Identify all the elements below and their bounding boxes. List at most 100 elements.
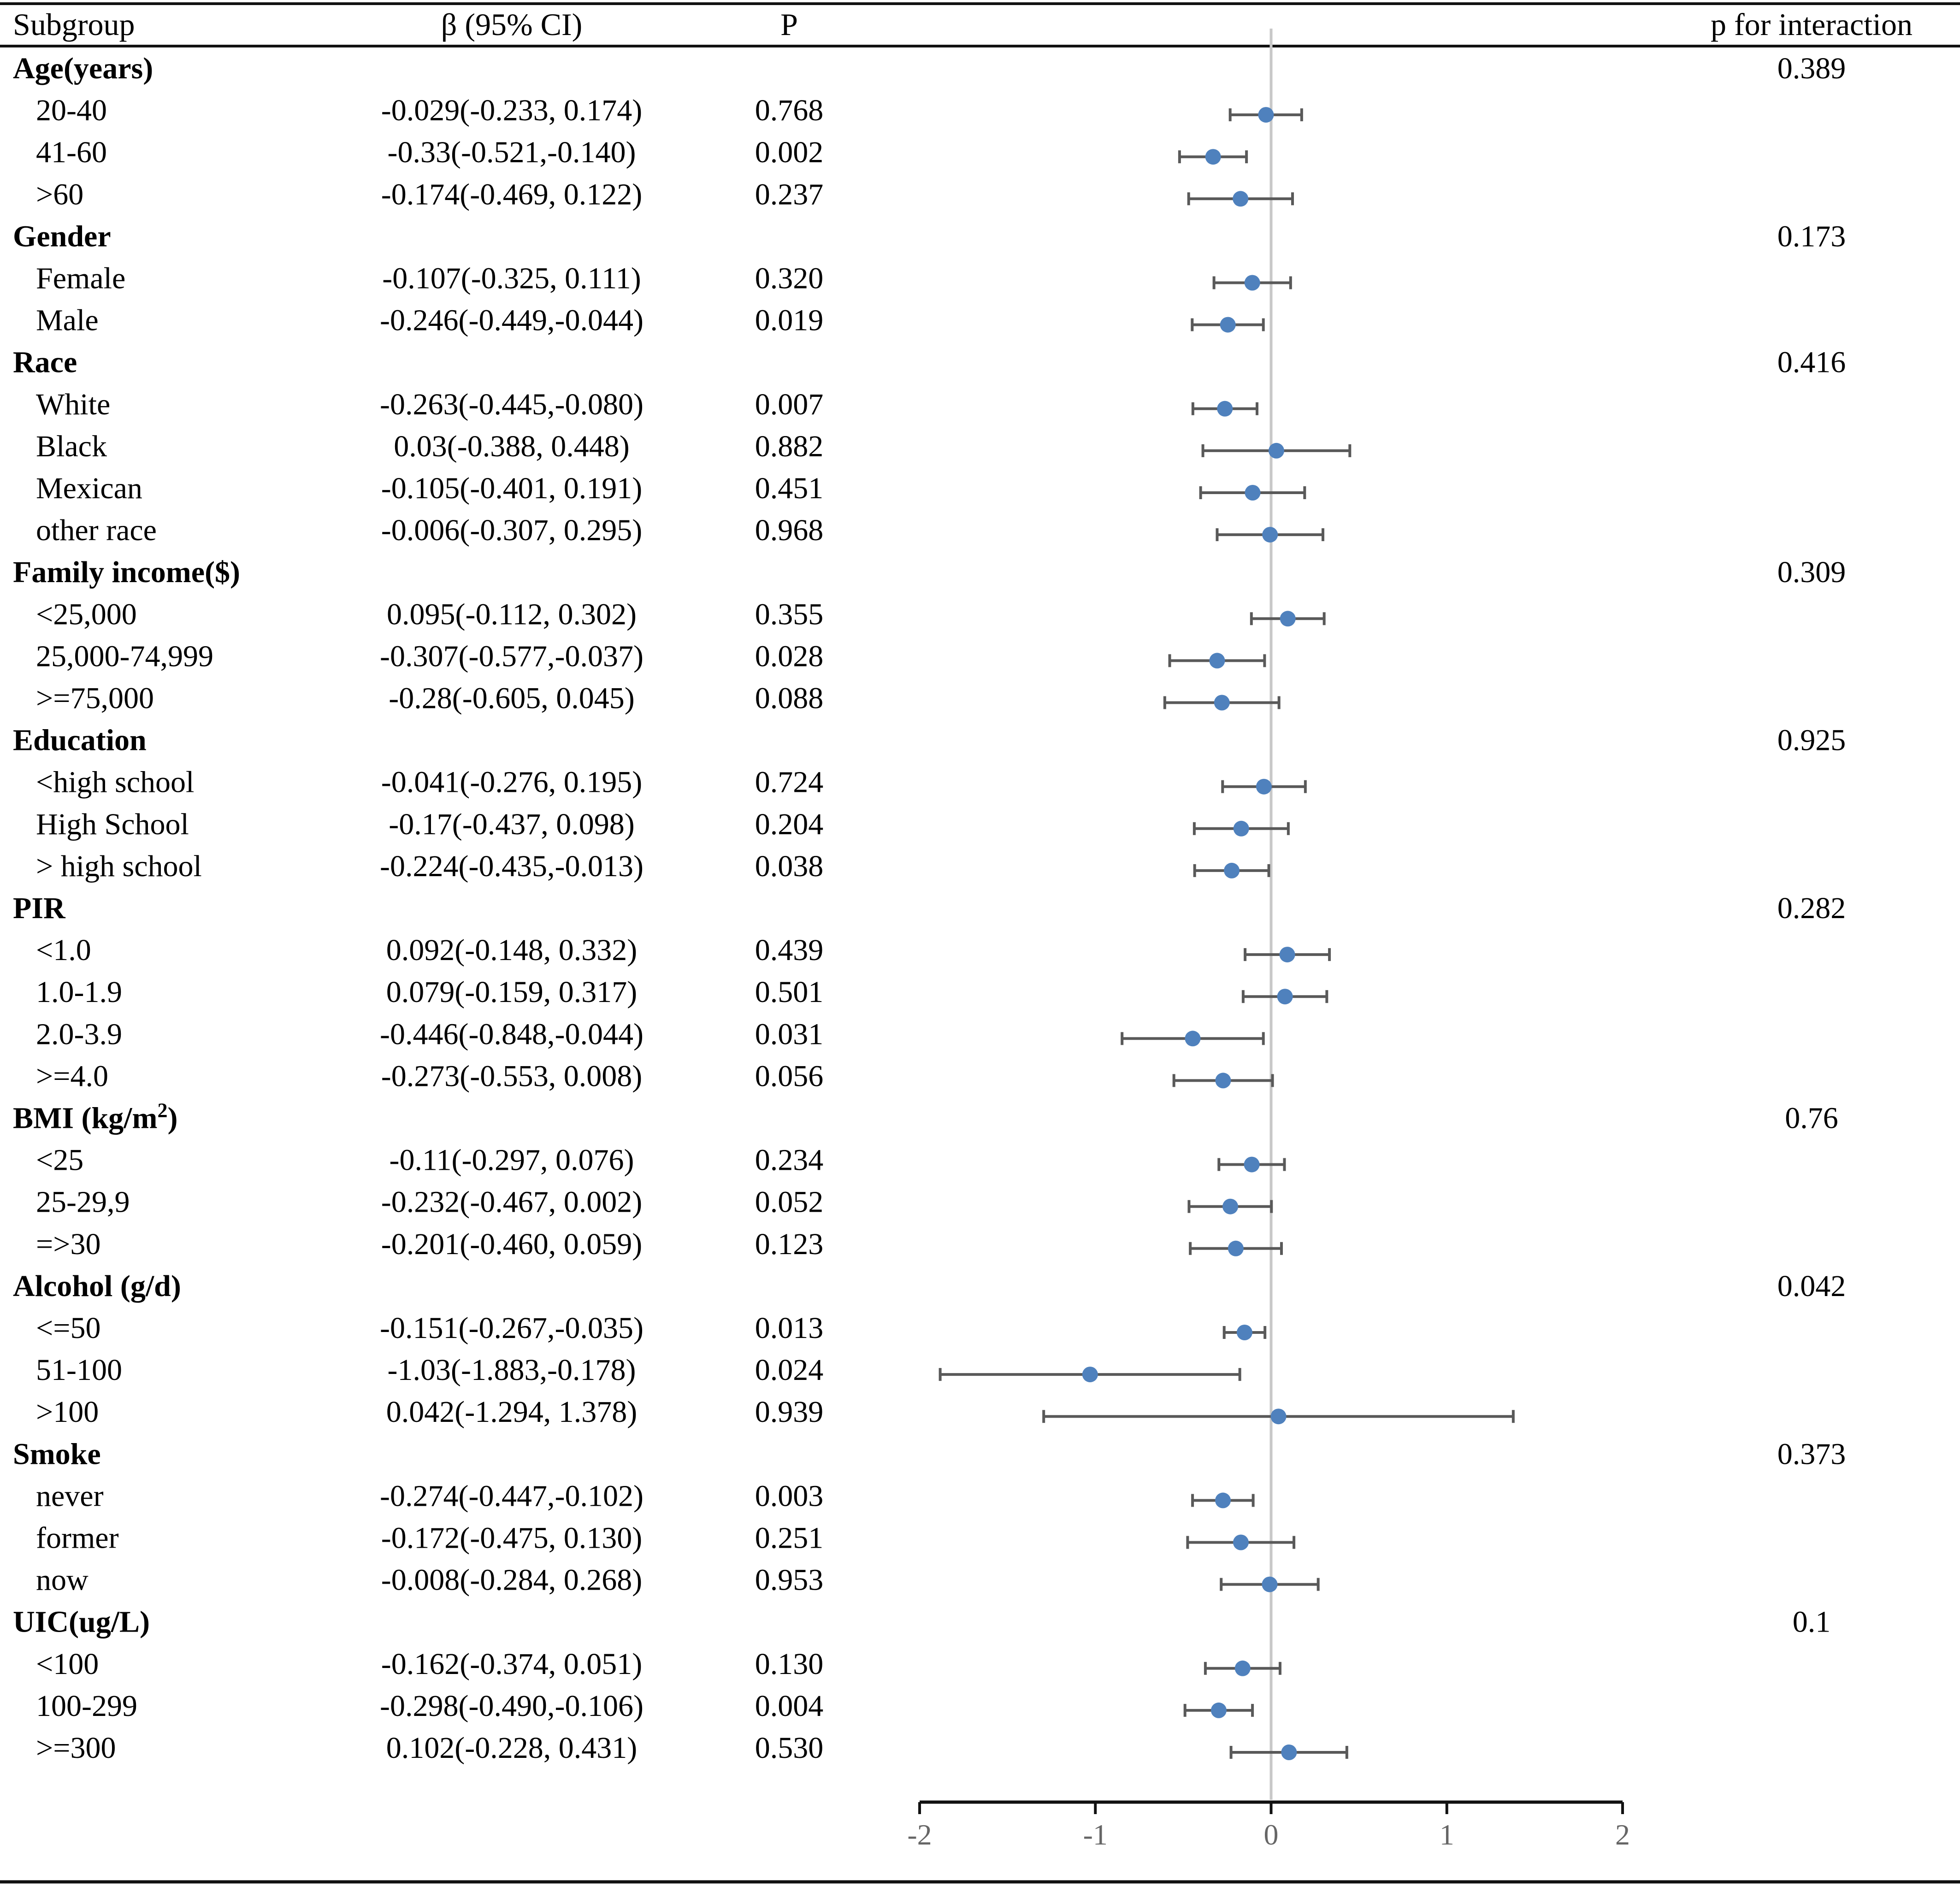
beta-ci-value: -0.107(-0.325, 0.111) [382, 262, 641, 295]
beta-ci-value: -0.201(-0.460, 0.059) [381, 1227, 642, 1261]
beta-ci-value: -0.446(-0.848,-0.044) [380, 1017, 643, 1051]
beta-ci-value: -0.162(-0.374, 0.051) [381, 1647, 642, 1681]
group-label: Family income($) [13, 555, 240, 589]
beta-ci-value: -0.041(-0.276, 0.195) [381, 766, 642, 799]
p-value: 0.939 [755, 1395, 824, 1429]
p-interaction-value: 0.76 [1785, 1102, 1838, 1135]
beta-point [1214, 695, 1230, 711]
beta-point [1280, 611, 1296, 627]
p-value: 0.123 [755, 1227, 824, 1261]
p-value: 0.013 [755, 1311, 824, 1345]
p-interaction-value: 0.373 [1777, 1437, 1846, 1471]
table-rows: Age(years) 0.389 20-40 -0.029(-0.233, 0.174… [13, 52, 1846, 1765]
beta-point [1236, 1325, 1252, 1340]
beta-ci-value: -0.17(-0.437, 0.098) [389, 807, 634, 841]
p-value: 0.130 [755, 1647, 824, 1681]
p-value: 0.320 [755, 262, 824, 295]
subgroup-label: other race [36, 513, 157, 547]
p-value: 0.003 [755, 1479, 824, 1513]
p-value: 0.251 [755, 1521, 824, 1555]
beta-ci-value: -0.029(-0.233, 0.174) [381, 94, 642, 127]
beta-ci-value: -0.224(-0.435,-0.013) [380, 849, 643, 883]
beta-ci-value: 0.102(-0.228, 0.431) [386, 1731, 637, 1765]
p-value: 0.052 [755, 1185, 824, 1219]
subgroup-label: 25,000-74,999 [36, 639, 213, 673]
subgroup-label: Mexican [36, 472, 142, 505]
beta-point [1268, 442, 1284, 459]
beta-ci-value: -0.246(-0.449,-0.044) [380, 304, 643, 337]
beta-ci-value: 0.03(-0.388, 0.448) [394, 430, 629, 463]
beta-point [1262, 1576, 1278, 1592]
p-value: 0.882 [755, 430, 824, 463]
forest-marks [939, 29, 1515, 1800]
p-value: 0.002 [755, 136, 824, 169]
p-value: 0.953 [755, 1563, 824, 1597]
x-axis: -2 -1 0 1 2 [907, 1800, 1630, 1851]
beta-point [1233, 1534, 1249, 1550]
beta-point [1262, 527, 1278, 543]
beta-ci-value: -0.008(-0.284, 0.268) [381, 1563, 642, 1597]
beta-ci-value: -0.11(-0.297, 0.076) [390, 1143, 634, 1177]
p-interaction-value: 0.416 [1777, 346, 1846, 379]
subgroup-label: >100 [36, 1395, 99, 1429]
p-value: 0.451 [755, 472, 824, 505]
x-tick-label: 0 [1264, 1818, 1279, 1851]
p-value: 0.768 [755, 94, 824, 127]
p-value: 0.031 [755, 1017, 824, 1051]
subgroup-label: >60 [36, 177, 83, 211]
subgroup-label: High School [36, 807, 189, 841]
beta-ci-value: 0.092(-0.148, 0.332) [386, 933, 637, 967]
beta-point [1279, 947, 1295, 963]
subgroup-label: 100-299 [36, 1689, 137, 1723]
subgroup-label: 25-29,9 [36, 1185, 130, 1219]
subgroup-label: 2.0-3.9 [36, 1017, 122, 1051]
group-label: PIR [13, 891, 66, 925]
subgroup-label: <25 [36, 1143, 83, 1177]
subgroup-label: <25,000 [36, 597, 137, 631]
group-label: Race [13, 346, 77, 379]
beta-point [1222, 1198, 1239, 1214]
beta-point [1228, 1240, 1244, 1256]
beta-point [1245, 485, 1261, 501]
group-label: Alcohol (g/d) [13, 1269, 181, 1303]
subgroup-label: <100 [36, 1647, 99, 1681]
subgroup-label: 1.0-1.9 [36, 975, 122, 1009]
subgroup-label: White [36, 388, 110, 421]
p-value: 0.019 [755, 304, 824, 337]
subgroup-label: never [36, 1479, 104, 1513]
p-value: 0.056 [755, 1059, 824, 1093]
subgroup-label: <1.0 [36, 933, 91, 967]
subgroup-label: now [36, 1563, 89, 1597]
beta-ci-value: -0.33(-0.521,-0.140) [388, 136, 636, 169]
p-value: 0.088 [755, 682, 824, 715]
beta-point [1215, 1073, 1231, 1089]
beta-ci-value: -0.006(-0.307, 0.295) [381, 513, 642, 547]
beta-ci-value: -0.307(-0.577,-0.037) [380, 639, 643, 673]
beta-ci-value: -0.105(-0.401, 0.191) [381, 472, 642, 505]
p-value: 0.968 [755, 513, 824, 547]
p-value: 0.355 [755, 597, 824, 631]
beta-point [1258, 107, 1274, 123]
beta-ci-value: -0.298(-0.490,-0.106) [380, 1689, 643, 1723]
beta-point [1256, 778, 1272, 795]
p-interaction-value: 0.1 [1793, 1605, 1831, 1639]
p-value: 0.234 [755, 1143, 824, 1177]
p-value: 0.038 [755, 849, 824, 883]
group-label-superscript: 2 [158, 1099, 168, 1121]
beta-point [1205, 149, 1221, 165]
header-p: P [780, 7, 798, 42]
beta-point [1220, 317, 1236, 333]
group-label: Gender [13, 219, 111, 253]
beta-point [1244, 1156, 1260, 1173]
p-value: 0.028 [755, 639, 824, 673]
subgroup-label: >=75,000 [36, 682, 154, 715]
p-value: 0.530 [755, 1731, 824, 1765]
x-tick-label: -1 [1083, 1818, 1108, 1851]
group-label: UIC(ug/L) [13, 1605, 150, 1639]
subgroup-label: 20-40 [36, 94, 107, 127]
header-beta-ci: β (95% CI) [441, 7, 583, 42]
subgroup-label: >=4.0 [36, 1059, 108, 1093]
beta-point [1082, 1367, 1098, 1383]
